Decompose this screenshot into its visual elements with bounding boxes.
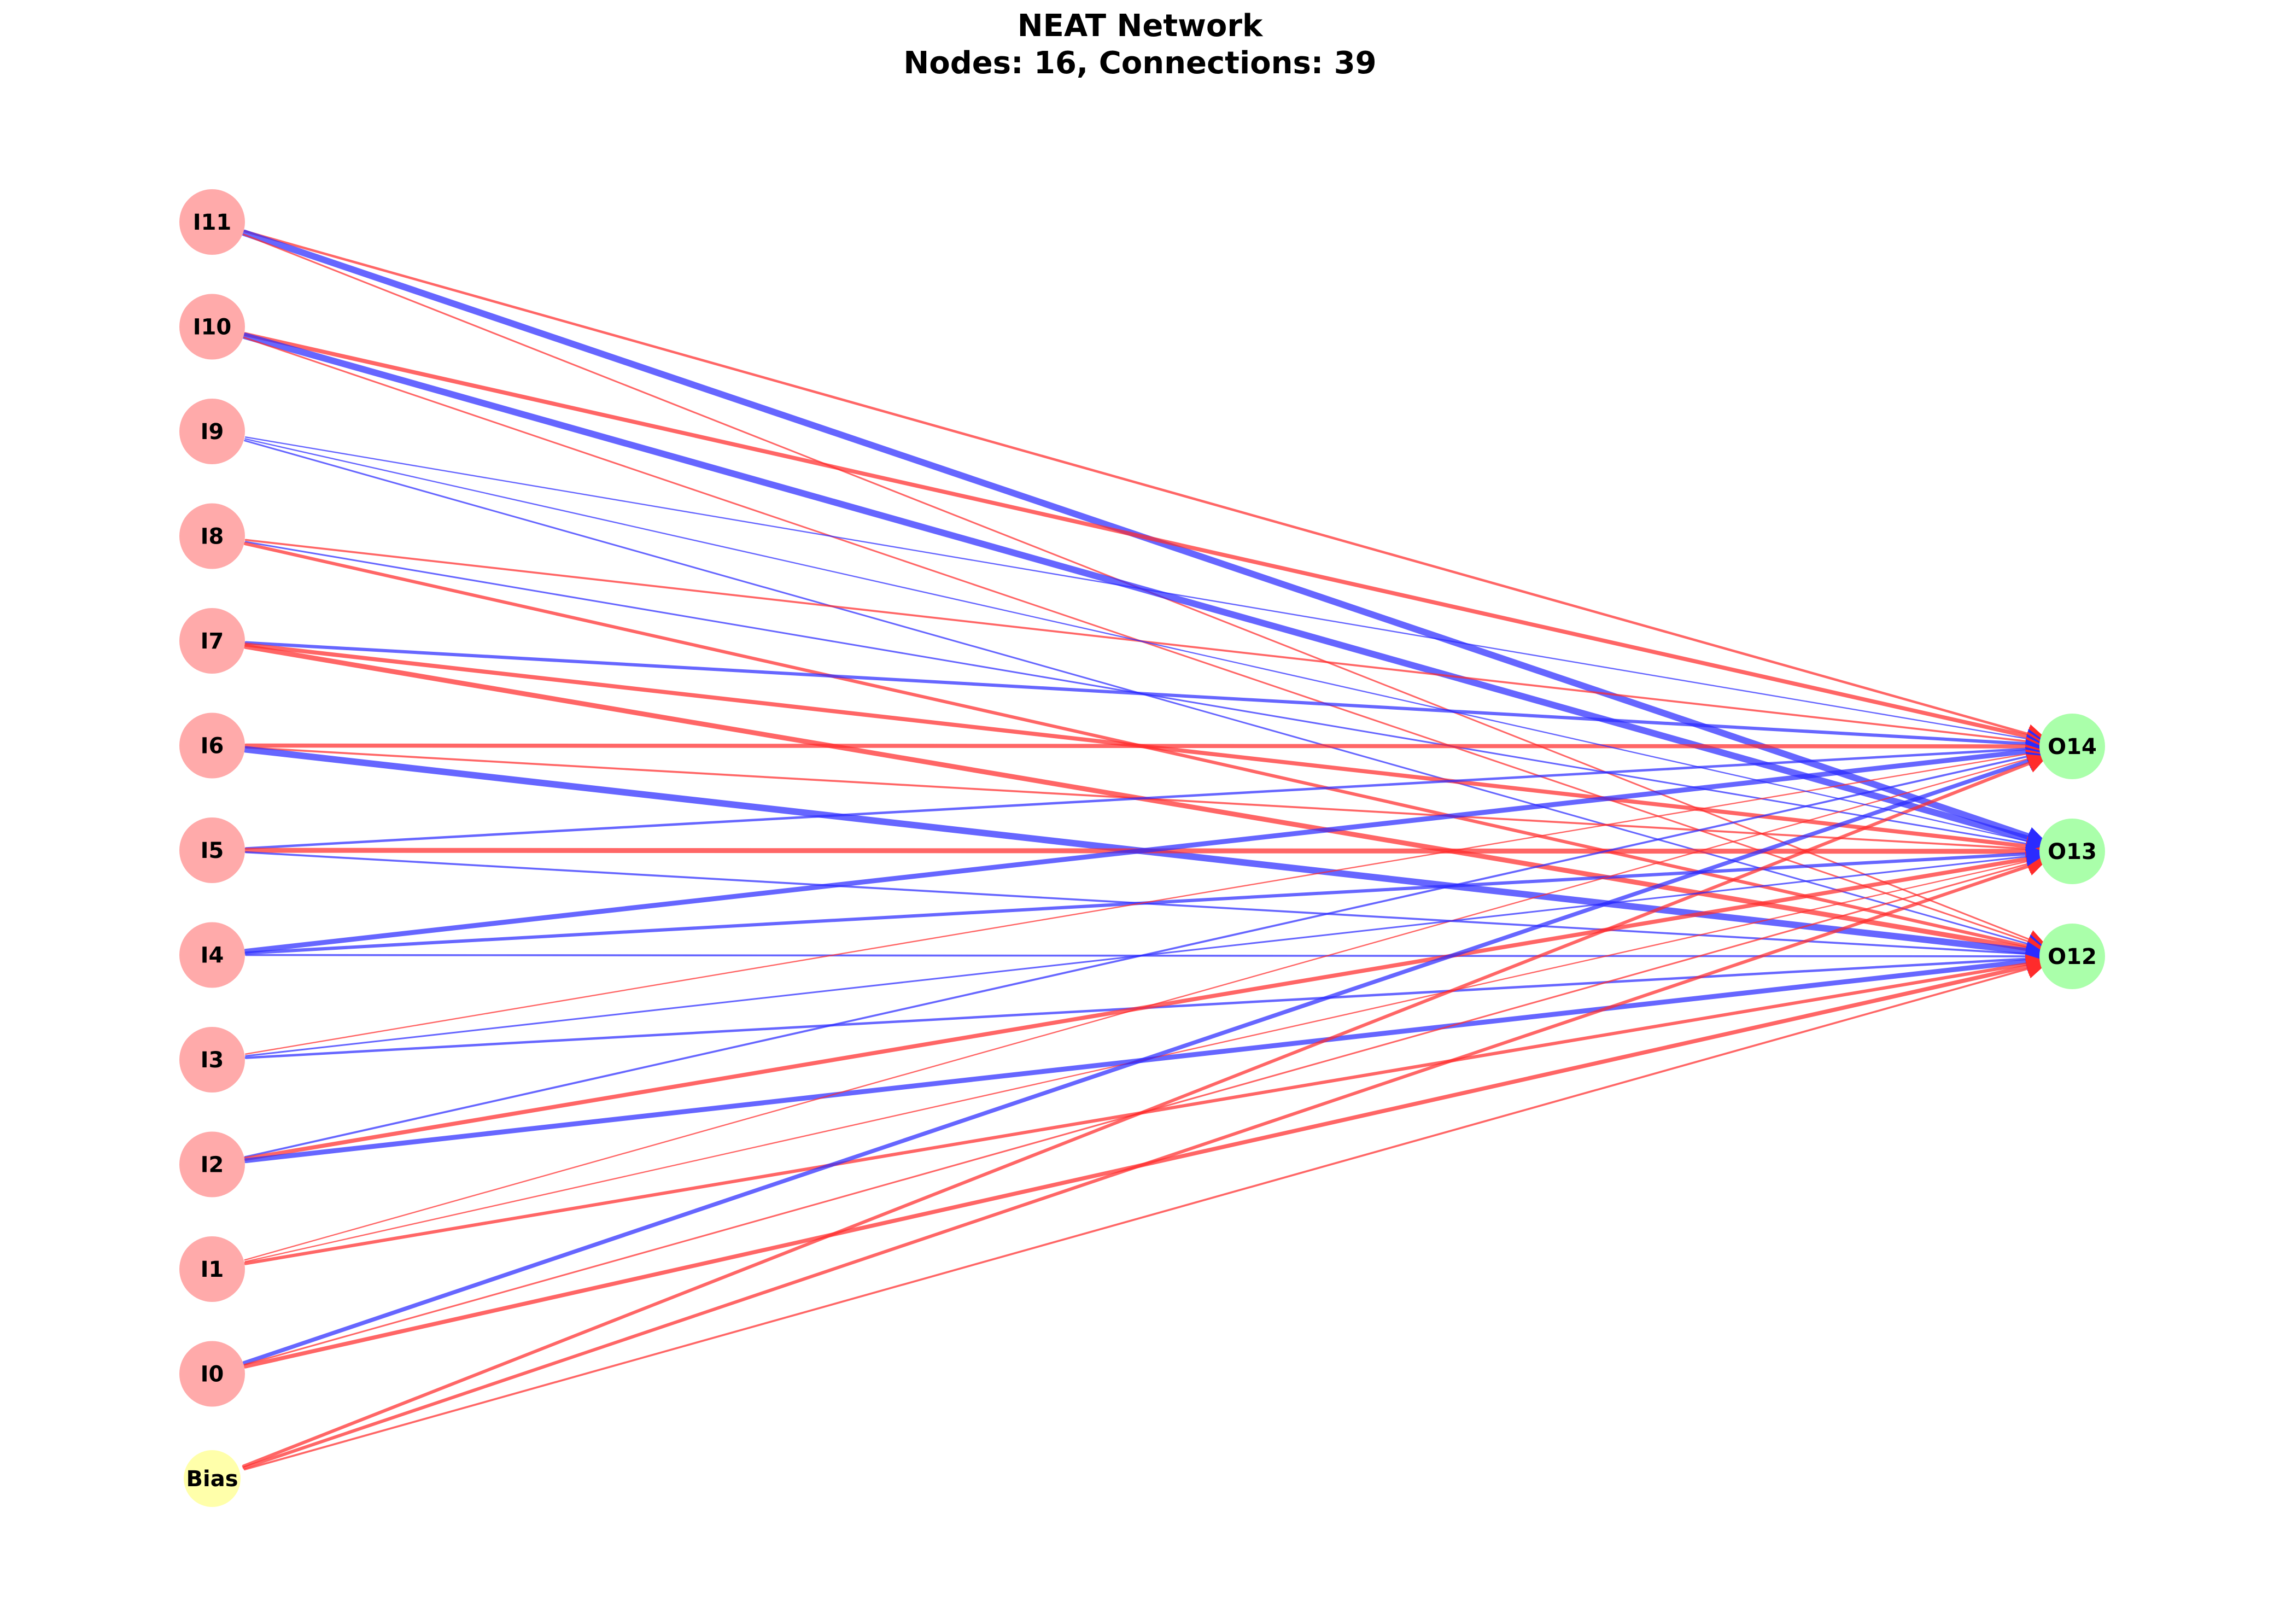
node-circle <box>179 1341 245 1407</box>
node-i4: I4 <box>179 922 245 988</box>
connection-I10-O14 <box>243 332 2047 746</box>
node-label: I1 <box>201 1257 224 1282</box>
node-label: I4 <box>201 943 224 968</box>
node-circle <box>179 1131 245 1197</box>
connection-I1-O14 <box>244 749 2047 1261</box>
node-label: Bias <box>186 1467 238 1492</box>
diagram-title: NEAT Network <box>1017 8 1263 44</box>
node-i11: I11 <box>179 189 245 255</box>
node-circle <box>2039 924 2105 989</box>
node-i1: I1 <box>179 1236 245 1302</box>
node-circle <box>184 1450 241 1507</box>
node-circle <box>179 712 245 779</box>
node-i3: I3 <box>179 1027 245 1093</box>
node-circle <box>179 399 245 464</box>
node-circle <box>179 1027 245 1093</box>
node-i2: I2 <box>179 1131 245 1197</box>
node-label: I11 <box>193 210 232 235</box>
node-label: I7 <box>201 629 224 654</box>
connection-I11-O14 <box>243 230 2047 744</box>
nodes-layer: I11 I10 I9 I8 I7 I6 I5 I4 I3 I2 I1 I0 Bias O14 O13 O12 <box>179 189 2105 1507</box>
connection-I9-O13 <box>244 438 2047 851</box>
node-circle <box>179 922 245 988</box>
node-circle <box>179 503 245 569</box>
node-i7: I7 <box>179 608 245 674</box>
node-label: I8 <box>201 524 224 550</box>
node-label: I0 <box>201 1362 224 1387</box>
node-circle <box>179 189 245 255</box>
node-i10: I10 <box>179 294 245 360</box>
node-label: I6 <box>201 734 224 759</box>
node-circle <box>179 1236 245 1302</box>
connections-layer <box>241 229 2049 1471</box>
connection-I3-O13 <box>245 846 2046 1057</box>
connection-I3-O14 <box>244 744 2047 1055</box>
node-label: I10 <box>193 315 232 340</box>
node-label: I9 <box>201 419 224 445</box>
node-i8: I8 <box>179 503 245 569</box>
connection-Bias-O14 <box>242 754 2048 1468</box>
title-block: NEAT Network Nodes: 16, Connections: 39 <box>0 8 2280 82</box>
connection-I9-O14 <box>244 436 2047 749</box>
node-circle <box>2039 819 2105 884</box>
connection-I0-O14 <box>242 751 2048 1365</box>
connection-Bias-O13 <box>242 856 2048 1470</box>
node-o12: O12 <box>2039 924 2105 989</box>
connection-I4-O14 <box>243 741 2047 954</box>
node-o14: O14 <box>2039 714 2105 779</box>
node-label: I3 <box>201 1048 224 1073</box>
node-i5: I5 <box>179 817 245 883</box>
node-i0: I0 <box>179 1341 245 1407</box>
diagram-subtitle: Nodes: 16, Connections: 39 <box>903 45 1377 81</box>
node-circle <box>2039 714 2105 779</box>
node-i6: I6 <box>179 712 245 779</box>
node-label: I5 <box>201 838 224 863</box>
connection-I5-O14 <box>244 739 2046 850</box>
node-bias: Bias <box>184 1450 241 1507</box>
node-label: I2 <box>201 1153 224 1178</box>
node-label: O13 <box>2048 839 2097 864</box>
node-i9: I9 <box>179 399 245 464</box>
node-circle <box>179 608 245 674</box>
node-circle <box>179 817 245 883</box>
node-label: O14 <box>2048 734 2097 760</box>
node-label: O12 <box>2048 944 2097 969</box>
node-circle <box>179 294 245 360</box>
connection-I7-O14 <box>244 641 2046 754</box>
connection-Bias-O12 <box>243 959 2047 1471</box>
node-o13: O13 <box>2039 819 2105 884</box>
